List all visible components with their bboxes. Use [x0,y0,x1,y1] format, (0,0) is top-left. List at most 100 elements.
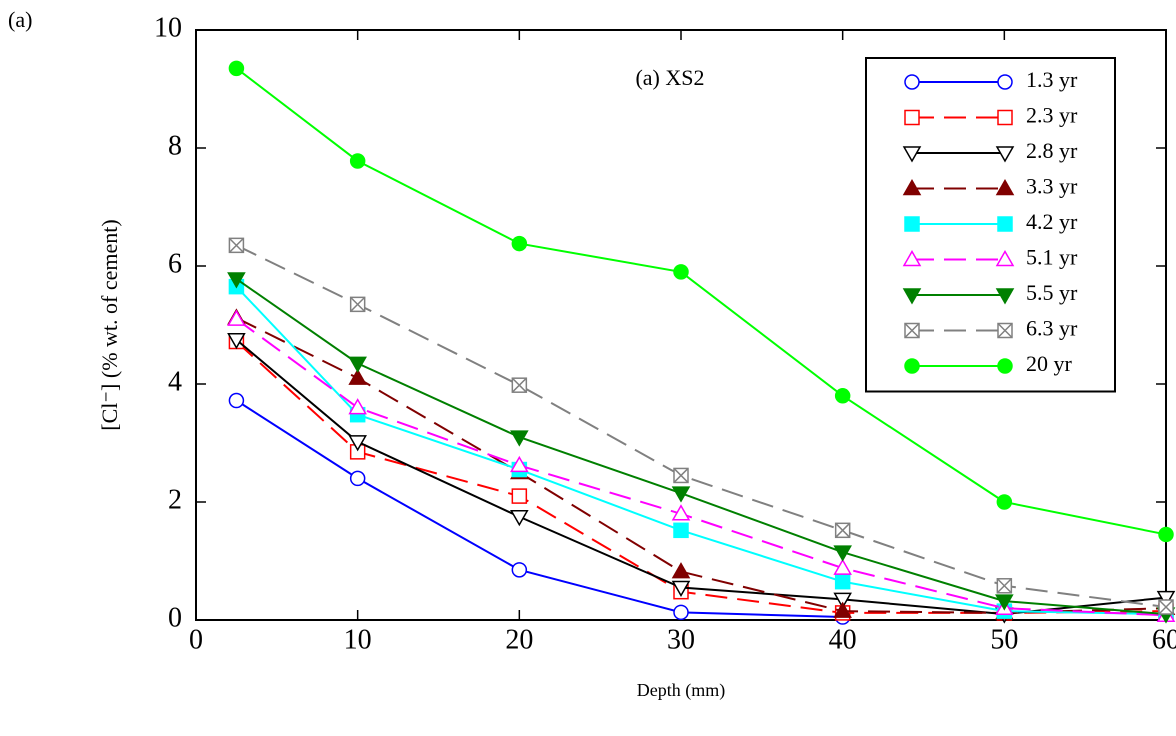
marker-shape [996,578,1012,594]
y-tick-label: 0 [168,602,182,633]
legend-label: 3.3 yr [1026,174,1078,199]
data-point [227,333,246,350]
marker-shape [904,322,920,339]
marker-shape [904,109,920,126]
marker-shape [673,264,689,280]
marker-shape [671,580,691,598]
marker-shape [671,486,691,503]
legend-label: 5.5 yr [1026,280,1078,305]
data-point [671,486,691,503]
legend-label: 2.8 yr [1026,138,1078,163]
data-point [834,522,851,539]
y-tick-label: 4 [168,366,182,397]
marker-shape [228,237,244,253]
data-point [511,235,528,252]
marker-shape [997,358,1013,374]
marker-shape [902,249,922,267]
marker-shape [228,60,245,77]
marker-shape [1158,599,1174,615]
marker-shape [228,392,245,409]
marker-shape [995,594,1014,611]
data-point [228,392,245,409]
data-point [1156,590,1176,608]
legend-marker [997,74,1013,90]
x-tick-label: 0 [189,624,203,655]
data-point [348,398,367,415]
marker-shape [834,388,851,404]
data-point [1158,599,1174,615]
y-tick-label: 6 [168,248,182,279]
data-point [833,601,852,618]
marker-shape [902,146,922,163]
marker-shape [833,558,852,575]
marker-shape [834,573,851,590]
marker-shape [348,368,367,385]
marker-shape [833,601,852,618]
data-point [673,604,689,621]
x-axis-label: Depth (mm) [637,680,725,701]
legend-marker [997,358,1013,374]
marker-shape [904,74,920,90]
x-tick-label: 20 [505,624,533,655]
legend-marker [997,322,1013,339]
marker-shape [511,488,528,504]
data-point [349,296,366,313]
marker-shape [835,522,851,538]
data-point [995,594,1014,611]
data-point [996,578,1013,594]
marker-shape [348,435,367,452]
data-point [228,60,245,77]
marker-shape [833,545,852,562]
data-point [996,494,1013,510]
legend-marker [995,249,1015,267]
data-point [1158,526,1174,543]
marker-shape [904,216,920,232]
data-point [833,558,852,575]
legend-marker [995,288,1015,305]
x-tick-label: 50 [990,624,1018,655]
legend-marker [902,146,922,163]
x-tick-label: 10 [344,624,372,655]
data-point [511,488,528,504]
data-point [671,504,691,521]
marker-shape [902,288,922,305]
legend-marker [995,146,1015,163]
data-point [511,562,528,578]
legend-label: 20 yr [1026,351,1073,376]
data-point [834,573,851,590]
marker-shape [904,358,920,374]
marker-shape [511,562,528,578]
marker-shape [510,430,529,447]
legend-label: 6.3 yr [1026,316,1078,341]
data-point [673,264,689,280]
marker-shape [673,522,689,539]
marker-shape [995,288,1015,305]
marker-shape [348,398,367,415]
marker-shape [671,562,691,579]
data-point [227,272,246,289]
marker-shape [995,178,1015,196]
data-point [348,435,367,452]
marker-shape [227,272,246,289]
x-tick-label: 30 [667,624,695,655]
marker-shape [511,235,528,252]
data-point [671,562,691,579]
data-point [673,467,689,484]
y-tick-label: 8 [168,130,182,161]
data-point [834,388,851,404]
legend-marker [995,178,1015,196]
data-point [349,470,366,487]
marker-shape [902,178,922,196]
y-axis-label: [Cl⁻] (% wt. of cement) [97,219,122,430]
legend-marker [904,216,920,232]
marker-shape [510,510,529,527]
marker-shape [510,455,529,473]
marker-shape [671,504,691,521]
marker-shape [673,604,689,621]
data-point [349,153,366,169]
marker-shape [349,153,366,169]
legend-label: 5.1 yr [1026,245,1078,270]
legend-marker [997,109,1013,126]
legend-label: 1.3 yr [1026,67,1078,92]
